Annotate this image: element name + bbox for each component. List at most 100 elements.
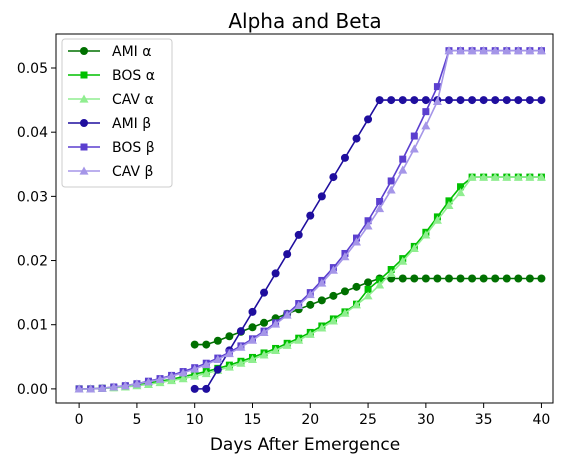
x-axis-title: Days After Emergence	[210, 435, 400, 455]
data-point	[271, 269, 280, 278]
data-point	[433, 274, 442, 283]
data-point	[375, 96, 384, 105]
x-tick-label: 30	[417, 412, 435, 428]
data-point	[363, 221, 373, 230]
data-point	[236, 327, 245, 336]
legend-label: AMI β	[112, 116, 151, 132]
data-point	[387, 177, 395, 185]
data-point	[248, 307, 257, 316]
legend-item: BOS β	[68, 140, 155, 156]
data-point	[190, 384, 199, 393]
data-point	[167, 376, 177, 385]
data-point	[364, 217, 372, 225]
chart-title: Alpha and Beta	[228, 9, 381, 33]
data-point	[340, 252, 350, 261]
data-point	[479, 172, 489, 181]
data-point	[410, 96, 419, 105]
y-tick-label: 0.05	[17, 61, 48, 77]
data-point	[247, 354, 257, 363]
data-point	[283, 250, 292, 259]
x-tick-label: 15	[244, 412, 262, 428]
data-point	[456, 96, 465, 105]
data-point	[236, 358, 246, 367]
data-point	[306, 300, 315, 309]
data-point	[525, 46, 535, 55]
data-point	[317, 192, 326, 201]
data-point	[537, 274, 546, 283]
data-point	[399, 155, 407, 163]
data-point	[421, 230, 431, 239]
data-point	[409, 144, 419, 153]
data-point	[213, 354, 223, 363]
data-point	[224, 362, 234, 371]
data-point	[536, 172, 546, 181]
data-point	[259, 327, 269, 337]
data-point	[282, 310, 292, 319]
series-group	[74, 46, 546, 393]
data-point	[502, 274, 511, 283]
x-tick-label: 0	[75, 412, 84, 428]
data-point	[109, 382, 119, 391]
data-point	[491, 96, 500, 105]
data-point	[444, 274, 453, 283]
data-point	[410, 274, 419, 283]
data-point	[386, 268, 396, 277]
data-point	[178, 374, 188, 383]
data-point	[340, 308, 350, 317]
x-tick-label: 25	[359, 412, 377, 428]
data-point	[525, 274, 534, 283]
data-point	[364, 285, 372, 293]
legend-item: AMI α	[68, 44, 151, 60]
data-point	[202, 340, 211, 349]
series	[74, 46, 546, 393]
data-point	[398, 256, 408, 265]
data-point	[201, 359, 211, 369]
data-point	[502, 46, 512, 55]
axis-ticks: 0 5 10 15 20 25 30 35 40 0.00 0.01 0.02 0.03 0.04 0.05	[17, 61, 551, 428]
series	[190, 96, 546, 393]
legend-label: CAV β	[112, 164, 153, 180]
data-point	[537, 96, 546, 105]
data-point	[294, 230, 303, 239]
data-point	[352, 134, 361, 143]
legend-label: BOS α	[112, 68, 155, 84]
data-point	[155, 374, 165, 383]
x-tick-label: 20	[301, 412, 319, 428]
data-point	[305, 329, 315, 338]
data-point	[432, 215, 442, 224]
legend-label: BOS β	[112, 140, 155, 156]
data-point	[386, 185, 396, 194]
data-point	[120, 381, 130, 390]
data-point	[329, 173, 338, 182]
data-point	[421, 96, 430, 105]
legend-item: AMI β	[68, 116, 151, 132]
data-point	[479, 46, 489, 55]
data-point	[97, 383, 107, 392]
data-point	[363, 291, 373, 300]
legend-marker	[80, 47, 88, 55]
data-point	[432, 96, 442, 105]
data-point	[143, 377, 153, 386]
data-point	[202, 384, 211, 393]
data-point	[364, 115, 373, 124]
data-point	[456, 46, 466, 55]
data-point	[294, 335, 304, 344]
data-point	[421, 121, 431, 130]
data-point	[444, 96, 453, 105]
data-point	[260, 288, 269, 297]
data-point	[490, 172, 500, 181]
data-point	[433, 83, 441, 91]
data-point	[224, 349, 234, 358]
legend: AMI α BOS α CAV α AMI β BOS β CAV β	[61, 38, 173, 188]
data-point	[190, 364, 200, 373]
data-point	[525, 172, 535, 181]
legend-label: AMI α	[112, 44, 151, 60]
data-point	[444, 200, 454, 209]
data-point	[456, 274, 465, 283]
data-point	[317, 296, 326, 305]
data-point	[213, 365, 222, 374]
data-point	[409, 243, 419, 252]
data-point	[387, 96, 396, 105]
data-point	[132, 379, 142, 388]
